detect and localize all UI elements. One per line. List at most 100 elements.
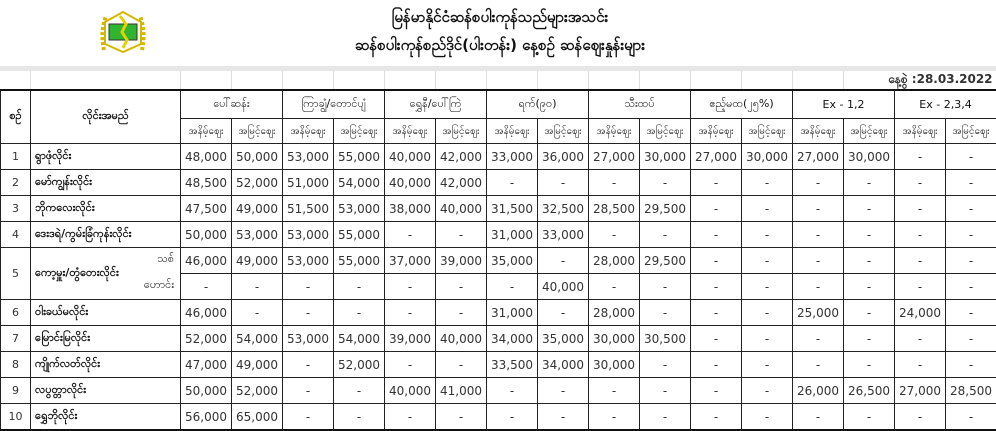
high-price-cell: 52,000 <box>333 351 385 378</box>
low-price-cell: - <box>588 221 640 248</box>
header-high-price: အမြင့်ဈေး <box>843 118 895 144</box>
low-price-cell: 48,000 <box>180 143 232 170</box>
line-name: ကော့မှူး/တွံတေးလိုင်း သစ် ဟောင်း <box>30 247 181 300</box>
table-row: 5 ကော့မှူး/တွံတေးလိုင်း သစ် ဟောင်း 46,000 49,… <box>0 247 996 300</box>
header-high-price: အမြင့်ဈေး <box>231 118 283 144</box>
line-name: ကျိုက်လတ်လိုင်း <box>30 351 181 378</box>
high-price-cell: - <box>843 247 895 274</box>
line-name-text: ကျိုက်လတ်လိုင်း <box>35 356 101 370</box>
high-price-cell: - <box>435 221 487 248</box>
high-price-cell: 41,000 <box>435 377 487 404</box>
low-price-cell: - <box>282 299 334 326</box>
low-price-cell: - <box>792 247 844 274</box>
header-high-price: အမြင့်ဈေး <box>639 118 691 144</box>
low-price-cell: - <box>792 325 844 352</box>
header-high-price: အမြင့်ဈေး <box>537 118 589 144</box>
high-price-cell: - <box>741 169 793 196</box>
high-price-cell: - <box>333 403 385 431</box>
low-price-cell: - <box>588 403 640 431</box>
high-price-cell: - <box>741 351 793 378</box>
empty-cell <box>282 71 334 90</box>
high-price-cell: 34,000 <box>537 351 589 378</box>
low-price-cell: 39,000 <box>384 325 436 352</box>
header-high-price: အမြင့်ဈေး <box>741 118 793 144</box>
low-price-cell: - <box>384 273 436 300</box>
low-price-cell: 25,000 <box>792 299 844 326</box>
low-price-cell: - <box>588 273 640 300</box>
low-price-cell: 50,000 <box>180 377 232 404</box>
low-price-cell: 24,000 <box>894 299 946 326</box>
line-name: လပွတ္တာလိုင်း <box>30 377 181 404</box>
empty-cell <box>690 71 742 90</box>
low-price-cell: 50,000 <box>180 221 232 248</box>
low-price-cell: - <box>792 195 844 222</box>
low-price-cell: - <box>384 351 436 378</box>
report-header: မြန်မာနိုင်ငံဆန်စပါးကုန်သည်များအသင်း ဆန်… <box>0 0 996 68</box>
low-price-cell: 27,000 <box>894 377 946 404</box>
low-price-cell: 31,000 <box>486 299 538 326</box>
line-name: ရွှေဘိုလိုင်း <box>30 403 181 431</box>
low-price-cell: - <box>792 273 844 300</box>
low-price-cell: - <box>894 351 946 378</box>
high-price-cell: - <box>843 299 895 326</box>
header-low-price: အနိမ့်ဈေး <box>384 118 436 144</box>
high-price-cell: - <box>944 247 996 274</box>
low-price-cell: 33,500 <box>486 351 538 378</box>
line-name-text: ရွှေဘိုလိုင်း <box>35 408 78 422</box>
high-price-cell: - <box>333 299 385 326</box>
low-price-cell: - <box>588 377 640 404</box>
empty-cell <box>30 71 181 90</box>
low-price-cell: - <box>792 169 844 196</box>
line-subtype: ဟောင်း <box>143 278 174 291</box>
row-number: 4 <box>0 221 31 248</box>
low-price-cell: 35,000 <box>486 247 538 274</box>
high-price-cell: 30,500 <box>639 325 691 352</box>
high-price-cell: - <box>435 273 487 300</box>
low-price-cell: - <box>690 299 742 326</box>
header-low-price: အနိမ့်ဈေး <box>690 118 742 144</box>
line-name-text: မြောင်းမြလိုင်း <box>35 330 91 344</box>
high-price-cell: 29,500 <box>639 195 691 222</box>
high-price-cell: - <box>639 403 691 431</box>
header-line-name: လိုင်းအမည် <box>30 89 181 144</box>
table-row: 6 ဝါးခယ်မလိုင်း 46,000- - - - -31,000-28,000- -… <box>0 299 996 326</box>
low-price-cell: - <box>282 351 334 378</box>
low-price-cell: 31,000 <box>486 221 538 248</box>
low-price-cell: - <box>690 273 742 300</box>
high-price-cell: - <box>435 299 487 326</box>
high-price-cell: 52,000 <box>231 169 283 196</box>
header-low-price: အနိမ့်ဈေး <box>486 118 538 144</box>
high-price-cell: - <box>741 221 793 248</box>
low-price-cell: 33,000 <box>486 143 538 170</box>
header-low-price: အနိမ့်ဈေး <box>894 118 946 144</box>
low-price-cell: 34,000 <box>486 325 538 352</box>
high-price-cell: 40,000 <box>435 325 487 352</box>
low-price-cell: - <box>894 169 946 196</box>
line-name-text: ဘိုကလေးလိုင်း <box>35 200 95 214</box>
high-price-cell: 26,500 <box>843 377 895 404</box>
low-price-cell: - <box>894 143 946 170</box>
low-price-cell: - <box>894 221 946 248</box>
table-row: 9 လပွတ္တာလိုင်း 50,000 52,000- -40,000 41,000… <box>0 377 996 404</box>
table-row: 8 ကျိုက်လတ်လိုင်း 47,000 49,000-52,000- -33,… <box>0 351 996 378</box>
line-name: မြောင်းမြလိုင်း <box>30 325 181 352</box>
low-price-cell: - <box>690 325 742 352</box>
high-price-cell: 49,000 <box>231 247 283 274</box>
row-number: 1 <box>0 143 31 170</box>
high-price-cell: - <box>944 143 996 170</box>
high-price-cell: 55,000 <box>333 221 385 248</box>
low-price-cell: 53,000 <box>282 247 334 274</box>
low-price-cell: - <box>894 195 946 222</box>
high-price-cell: - <box>741 377 793 404</box>
high-price-cell: - <box>639 351 691 378</box>
high-price-cell: - <box>944 299 996 326</box>
association-title: မြန်မာနိုင်ငံဆန်စပါးကုန်သည်များအသင်း <box>391 8 609 26</box>
table-row: - - - - - - -40,000- - - - - - - - <box>1 273 996 300</box>
header-group: ဧည့်မထ(၂၅%) <box>690 89 793 119</box>
low-price-cell: - <box>384 221 436 248</box>
high-price-cell: 49,000 <box>231 351 283 378</box>
high-price-cell: 50,000 <box>231 143 283 170</box>
line-name-text: ဝါးခယ်မလိုင်း <box>35 304 89 318</box>
low-price-cell: 46,000 <box>180 247 232 274</box>
low-price-cell: - <box>282 273 334 300</box>
